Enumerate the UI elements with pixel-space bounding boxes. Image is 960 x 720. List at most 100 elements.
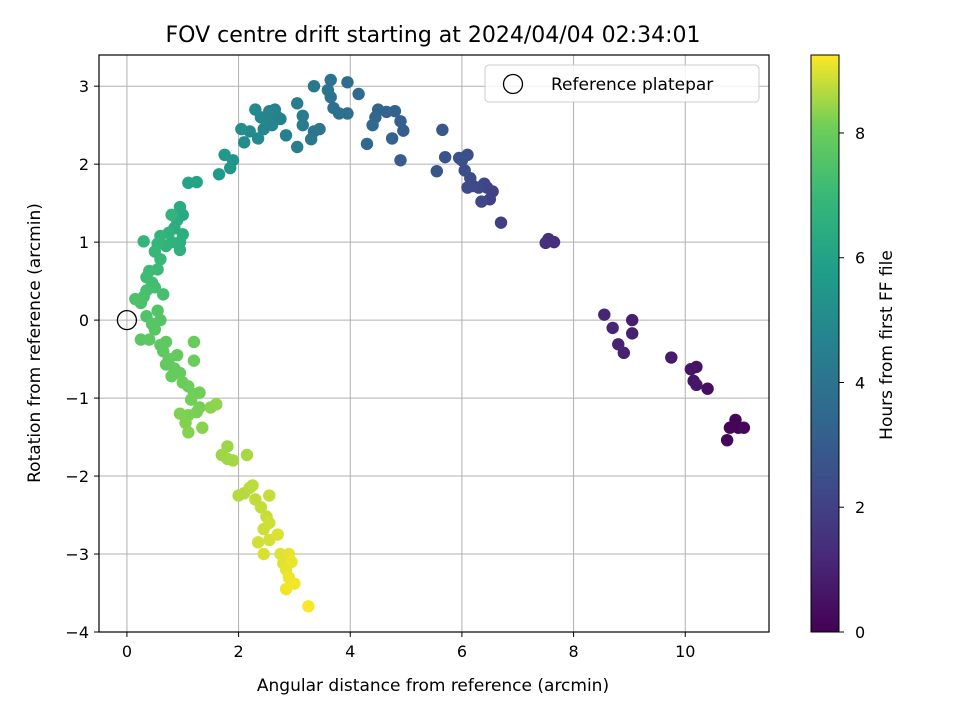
scatter-point bbox=[452, 151, 466, 165]
scatter-point bbox=[263, 104, 276, 118]
legend-reference-marker bbox=[502, 73, 524, 95]
reference-layer bbox=[116, 309, 138, 331]
x-axis-ticks: 0 2 4 6 8 10 bbox=[122, 632, 695, 661]
scatter-point bbox=[210, 398, 223, 411]
scatter-point bbox=[436, 123, 449, 137]
scatter-point bbox=[148, 323, 162, 336]
y-tick-label: 2 bbox=[79, 155, 89, 174]
y-tick-label: −3 bbox=[65, 545, 89, 564]
y-tick-label: 0 bbox=[79, 311, 89, 330]
scatter-point bbox=[626, 327, 639, 340]
scatter-point bbox=[458, 164, 471, 177]
scatter-point bbox=[240, 448, 254, 462]
scatter-point bbox=[159, 335, 173, 349]
y-axis-ticks: −4 −3 −2 −1 0 1 2 3 bbox=[65, 77, 99, 642]
plot-frame bbox=[98, 54, 770, 633]
x-axis-label: Angular distance from reference (arcmin) bbox=[257, 676, 609, 696]
scatter-point bbox=[723, 421, 737, 434]
scatter-point bbox=[182, 426, 195, 439]
colorbar-tick-label: 0 bbox=[855, 623, 865, 642]
scatter-point bbox=[246, 479, 259, 492]
scatter-point bbox=[321, 83, 335, 97]
scatter-point bbox=[184, 393, 198, 406]
scatter-point bbox=[304, 133, 318, 146]
scatter-point bbox=[352, 87, 365, 101]
scatter-point bbox=[235, 122, 248, 136]
scatter-point bbox=[430, 164, 443, 178]
scatter-point bbox=[151, 304, 164, 317]
scatter-point bbox=[327, 101, 340, 115]
scatter-point bbox=[475, 195, 488, 208]
scatter-points bbox=[129, 73, 751, 613]
legend: Reference platepar bbox=[484, 64, 760, 103]
y-tick-label: −4 bbox=[65, 623, 89, 642]
y-axis-label: Rotation from reference (arcmin) bbox=[25, 203, 45, 483]
scatter-point bbox=[137, 235, 150, 248]
y-tick-label: 3 bbox=[79, 77, 89, 96]
scatter-point bbox=[494, 216, 508, 229]
scatter-point bbox=[296, 109, 309, 123]
scatter-point bbox=[182, 176, 195, 190]
scatter-point bbox=[385, 132, 399, 145]
scatter-point bbox=[237, 136, 251, 149]
colorbar-label: Hours from first FF file bbox=[877, 250, 897, 440]
scatter-point bbox=[684, 363, 698, 376]
scatter-point bbox=[251, 536, 265, 549]
x-tick-label: 0 bbox=[122, 642, 132, 661]
x-tick-label: 8 bbox=[568, 642, 578, 661]
scatter-point bbox=[288, 577, 301, 590]
scatter-point bbox=[257, 122, 270, 136]
scatter-point bbox=[224, 161, 237, 175]
scatter-point bbox=[271, 528, 284, 541]
scatter-point bbox=[173, 243, 187, 257]
scatter-point bbox=[173, 200, 187, 214]
scatter-point bbox=[249, 103, 262, 116]
scatter-point bbox=[612, 338, 625, 351]
scatter-point bbox=[737, 421, 751, 434]
scatter-point bbox=[720, 433, 734, 447]
chart-title: FOV centre drift starting at 2024/04/04 … bbox=[166, 23, 701, 48]
scatter-point bbox=[397, 124, 410, 137]
x-tick-label: 2 bbox=[233, 642, 243, 661]
scatter-point bbox=[302, 600, 315, 613]
scatter-point bbox=[226, 454, 240, 467]
colorbar-gradient bbox=[810, 54, 840, 633]
scatter-point bbox=[360, 137, 374, 151]
scatter-point bbox=[173, 407, 187, 420]
scatter-point bbox=[257, 547, 270, 561]
scatter-point bbox=[251, 132, 265, 145]
scatter-point bbox=[263, 489, 276, 502]
colorbar-tick-label: 6 bbox=[855, 249, 865, 268]
x-tick-label: 6 bbox=[457, 642, 467, 661]
scatter-point bbox=[212, 168, 226, 181]
scatter-point bbox=[394, 154, 407, 167]
scatter-point bbox=[606, 321, 619, 335]
reference-platepar-marker bbox=[116, 309, 138, 331]
scatter-point bbox=[129, 292, 142, 306]
scatter-point bbox=[291, 140, 304, 154]
y-tick-label: 1 bbox=[79, 233, 89, 252]
grid-lines bbox=[99, 55, 769, 633]
scatter-point bbox=[285, 555, 298, 569]
x-tick-label: 10 bbox=[675, 642, 695, 661]
colorbar-tick-label: 8 bbox=[855, 124, 865, 143]
scatter-point bbox=[154, 253, 167, 266]
scatter-point bbox=[626, 313, 639, 327]
scatter-point bbox=[218, 148, 231, 162]
scatter-point bbox=[143, 333, 156, 346]
colorbar-tick-label: 4 bbox=[855, 373, 865, 392]
scatter-point bbox=[539, 236, 552, 250]
y-tick-label: −2 bbox=[65, 467, 89, 486]
colorbar-ticks: 0 2 4 6 8 bbox=[839, 124, 865, 642]
scatter-point bbox=[296, 118, 309, 132]
scatter-point bbox=[187, 335, 201, 349]
scatter-point bbox=[173, 366, 187, 380]
y-tick-label: −1 bbox=[65, 389, 89, 408]
scatter-point bbox=[274, 112, 287, 126]
scatter-point bbox=[179, 416, 192, 430]
scatter-point bbox=[170, 348, 184, 362]
scatter-point bbox=[366, 118, 379, 132]
scatter-point bbox=[291, 97, 304, 110]
